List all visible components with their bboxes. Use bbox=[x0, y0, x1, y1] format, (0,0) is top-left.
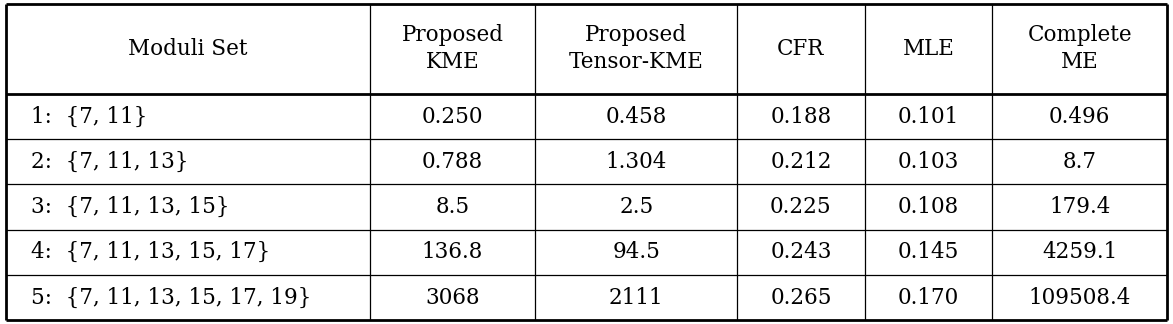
Text: 8.7: 8.7 bbox=[1063, 151, 1097, 173]
Text: 0.788: 0.788 bbox=[422, 151, 483, 173]
Text: 0.496: 0.496 bbox=[1049, 106, 1111, 128]
Text: 2:  {7, 11, 13}: 2: {7, 11, 13} bbox=[32, 151, 189, 173]
Text: 0.188: 0.188 bbox=[771, 106, 832, 128]
Text: Proposed
KME: Proposed KME bbox=[401, 24, 503, 74]
Text: Proposed
Tensor-KME: Proposed Tensor-KME bbox=[569, 24, 704, 74]
Text: 0.458: 0.458 bbox=[605, 106, 667, 128]
Text: Complete
ME: Complete ME bbox=[1028, 24, 1132, 74]
Text: 0.225: 0.225 bbox=[771, 196, 832, 218]
Text: 1:  {7, 11}: 1: {7, 11} bbox=[32, 106, 148, 128]
Text: 0.265: 0.265 bbox=[771, 286, 832, 308]
Text: 109508.4: 109508.4 bbox=[1029, 286, 1131, 308]
Text: 0.170: 0.170 bbox=[897, 286, 960, 308]
Text: 2111: 2111 bbox=[609, 286, 664, 308]
Text: 0.250: 0.250 bbox=[422, 106, 483, 128]
Text: 0.212: 0.212 bbox=[771, 151, 832, 173]
Text: 94.5: 94.5 bbox=[612, 241, 660, 263]
Text: Moduli Set: Moduli Set bbox=[128, 38, 248, 60]
Text: 0.108: 0.108 bbox=[897, 196, 960, 218]
Text: CFR: CFR bbox=[778, 38, 825, 60]
Text: 8.5: 8.5 bbox=[435, 196, 469, 218]
Text: 0.101: 0.101 bbox=[897, 106, 960, 128]
Text: 1.304: 1.304 bbox=[605, 151, 667, 173]
Text: 5:  {7, 11, 13, 15, 17, 19}: 5: {7, 11, 13, 15, 17, 19} bbox=[32, 286, 312, 308]
Text: 0.145: 0.145 bbox=[897, 241, 960, 263]
Text: 0.243: 0.243 bbox=[771, 241, 832, 263]
Text: 4259.1: 4259.1 bbox=[1042, 241, 1118, 263]
Text: 3:  {7, 11, 13, 15}: 3: {7, 11, 13, 15} bbox=[32, 196, 230, 218]
Text: 136.8: 136.8 bbox=[422, 241, 483, 263]
Text: 0.103: 0.103 bbox=[897, 151, 960, 173]
Text: 179.4: 179.4 bbox=[1049, 196, 1111, 218]
Text: 4:  {7, 11, 13, 15, 17}: 4: {7, 11, 13, 15, 17} bbox=[32, 241, 271, 263]
Text: MLE: MLE bbox=[902, 38, 955, 60]
Text: 2.5: 2.5 bbox=[619, 196, 653, 218]
Text: 3068: 3068 bbox=[425, 286, 480, 308]
